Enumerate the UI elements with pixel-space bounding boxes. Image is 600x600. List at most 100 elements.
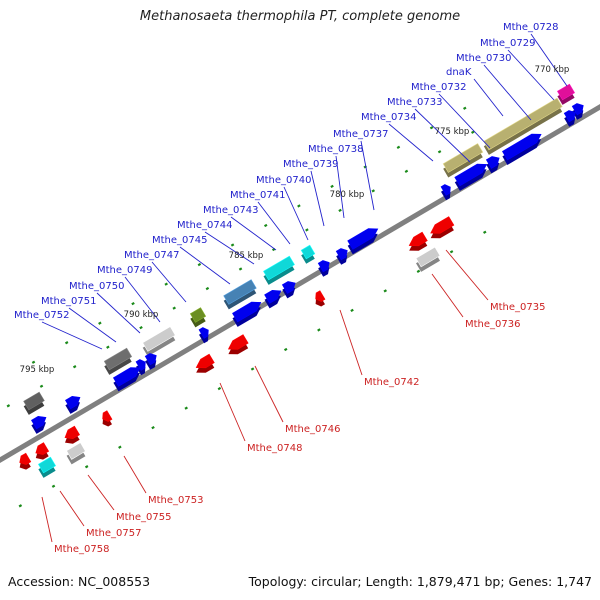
gene-label-forward: Mthe_0738 [308, 144, 364, 155]
gene-forward [189, 307, 207, 328]
leader-line [473, 78, 504, 117]
gene-forward [347, 228, 379, 255]
gene-reverse [315, 290, 326, 307]
tick-mark [350, 308, 354, 313]
tick-mark [263, 223, 268, 228]
gene-reverse [66, 442, 86, 465]
tick-mark [482, 230, 487, 234]
gene-label-reverse: Mthe_0748 [247, 443, 303, 454]
gene-forward [64, 395, 81, 414]
gene-reverse [19, 452, 32, 470]
tick-mark [164, 282, 168, 286]
leader-line [257, 201, 291, 245]
tick-mark [118, 445, 122, 449]
leader-line [204, 231, 255, 265]
gene-reverse [37, 456, 57, 478]
gene-reverse [35, 442, 50, 460]
leader-line [230, 216, 277, 251]
tick-mark [184, 406, 188, 410]
leader-line [283, 186, 309, 241]
gene-forward [103, 347, 133, 375]
gene-reverse [430, 216, 455, 239]
leader-line [530, 33, 568, 87]
gene-forward [442, 143, 484, 178]
tick-mark [51, 484, 56, 488]
tick-mark [250, 367, 255, 371]
gene-label-forward: Mthe_0740 [256, 175, 312, 186]
accession-label: Accession: NC_008553 [8, 574, 151, 589]
gene-forward [232, 301, 262, 327]
tick-mark [330, 184, 334, 189]
tick-mark [305, 228, 309, 232]
gene-label-forward: Mthe_0749 [97, 265, 153, 276]
tick-mark [31, 360, 36, 364]
gene-forward [264, 289, 282, 309]
tick-mark [429, 126, 434, 130]
leader-line [96, 292, 141, 334]
leader-line [124, 276, 161, 323]
gene-label-reverse: Mthe_0742 [364, 377, 420, 388]
tick-mark [39, 384, 44, 388]
gene-label-forward: Mthe_0730 [456, 53, 512, 64]
gene-forward [483, 97, 563, 155]
scale-label: 780 kbp [330, 190, 365, 200]
gene-forward [300, 244, 316, 264]
leader-line [87, 474, 115, 511]
leader-line [339, 309, 363, 376]
gene-forward [563, 110, 576, 127]
leader-line [360, 140, 375, 211]
genome-backbone [0, 104, 600, 463]
tick-mark [230, 243, 235, 247]
gene-forward [135, 359, 146, 376]
tick-mark [462, 106, 467, 110]
gene-label-forward: Mthe_0750 [69, 281, 125, 292]
tick-mark [139, 325, 143, 330]
tick-mark [238, 267, 243, 271]
scale-label: 770 kbp [535, 65, 570, 75]
gene-forward [112, 367, 141, 392]
tick-mark [317, 328, 321, 332]
leader-line [41, 321, 103, 350]
gene-forward [144, 353, 157, 370]
gene-forward [454, 163, 488, 191]
leader-line [219, 382, 246, 442]
tick-mark [106, 345, 110, 349]
gene-forward [571, 103, 584, 120]
tick-mark [72, 365, 77, 369]
gene-forward [223, 279, 257, 310]
leader-line [123, 455, 147, 494]
gene-label-forward: Mthe_0729 [480, 38, 536, 49]
tick-mark [64, 341, 69, 345]
leader-line [483, 64, 532, 121]
leader-line [310, 170, 325, 227]
tick-mark [396, 145, 401, 149]
gene-label-forward: Mthe_0737 [333, 129, 389, 140]
leader-line [445, 249, 489, 301]
tick-mark [338, 208, 342, 213]
gene-label-forward: Mthe_0741 [230, 190, 286, 201]
gene-forward [281, 281, 296, 299]
gene-label-forward: Mthe_0747 [124, 250, 180, 261]
gene-label-forward: Mthe_0745 [152, 235, 208, 246]
tick-mark [84, 465, 89, 469]
gene-forward [335, 248, 348, 265]
genome-summary-label: Topology: circular; Length: 1,879,471 bp… [248, 574, 592, 589]
gene-forward [501, 133, 542, 165]
gene-forward [198, 327, 209, 344]
gene-label-reverse: Mthe_0735 [490, 302, 546, 313]
tick-mark [297, 204, 301, 208]
leader-line [151, 261, 187, 303]
gene-label-forward: Mthe_0728 [503, 22, 559, 33]
tick-mark [283, 347, 288, 352]
leader-line [414, 108, 471, 163]
tick-mark [131, 301, 135, 306]
tick-mark [470, 130, 475, 134]
gene-reverse [227, 334, 249, 355]
tick-mark [383, 289, 388, 293]
gene-label-forward: Mthe_0739 [283, 159, 339, 170]
gene-forward [485, 156, 500, 174]
leader-line [41, 496, 53, 543]
tick-mark [172, 306, 176, 310]
gene-label-forward: Mthe_0743 [203, 205, 259, 216]
